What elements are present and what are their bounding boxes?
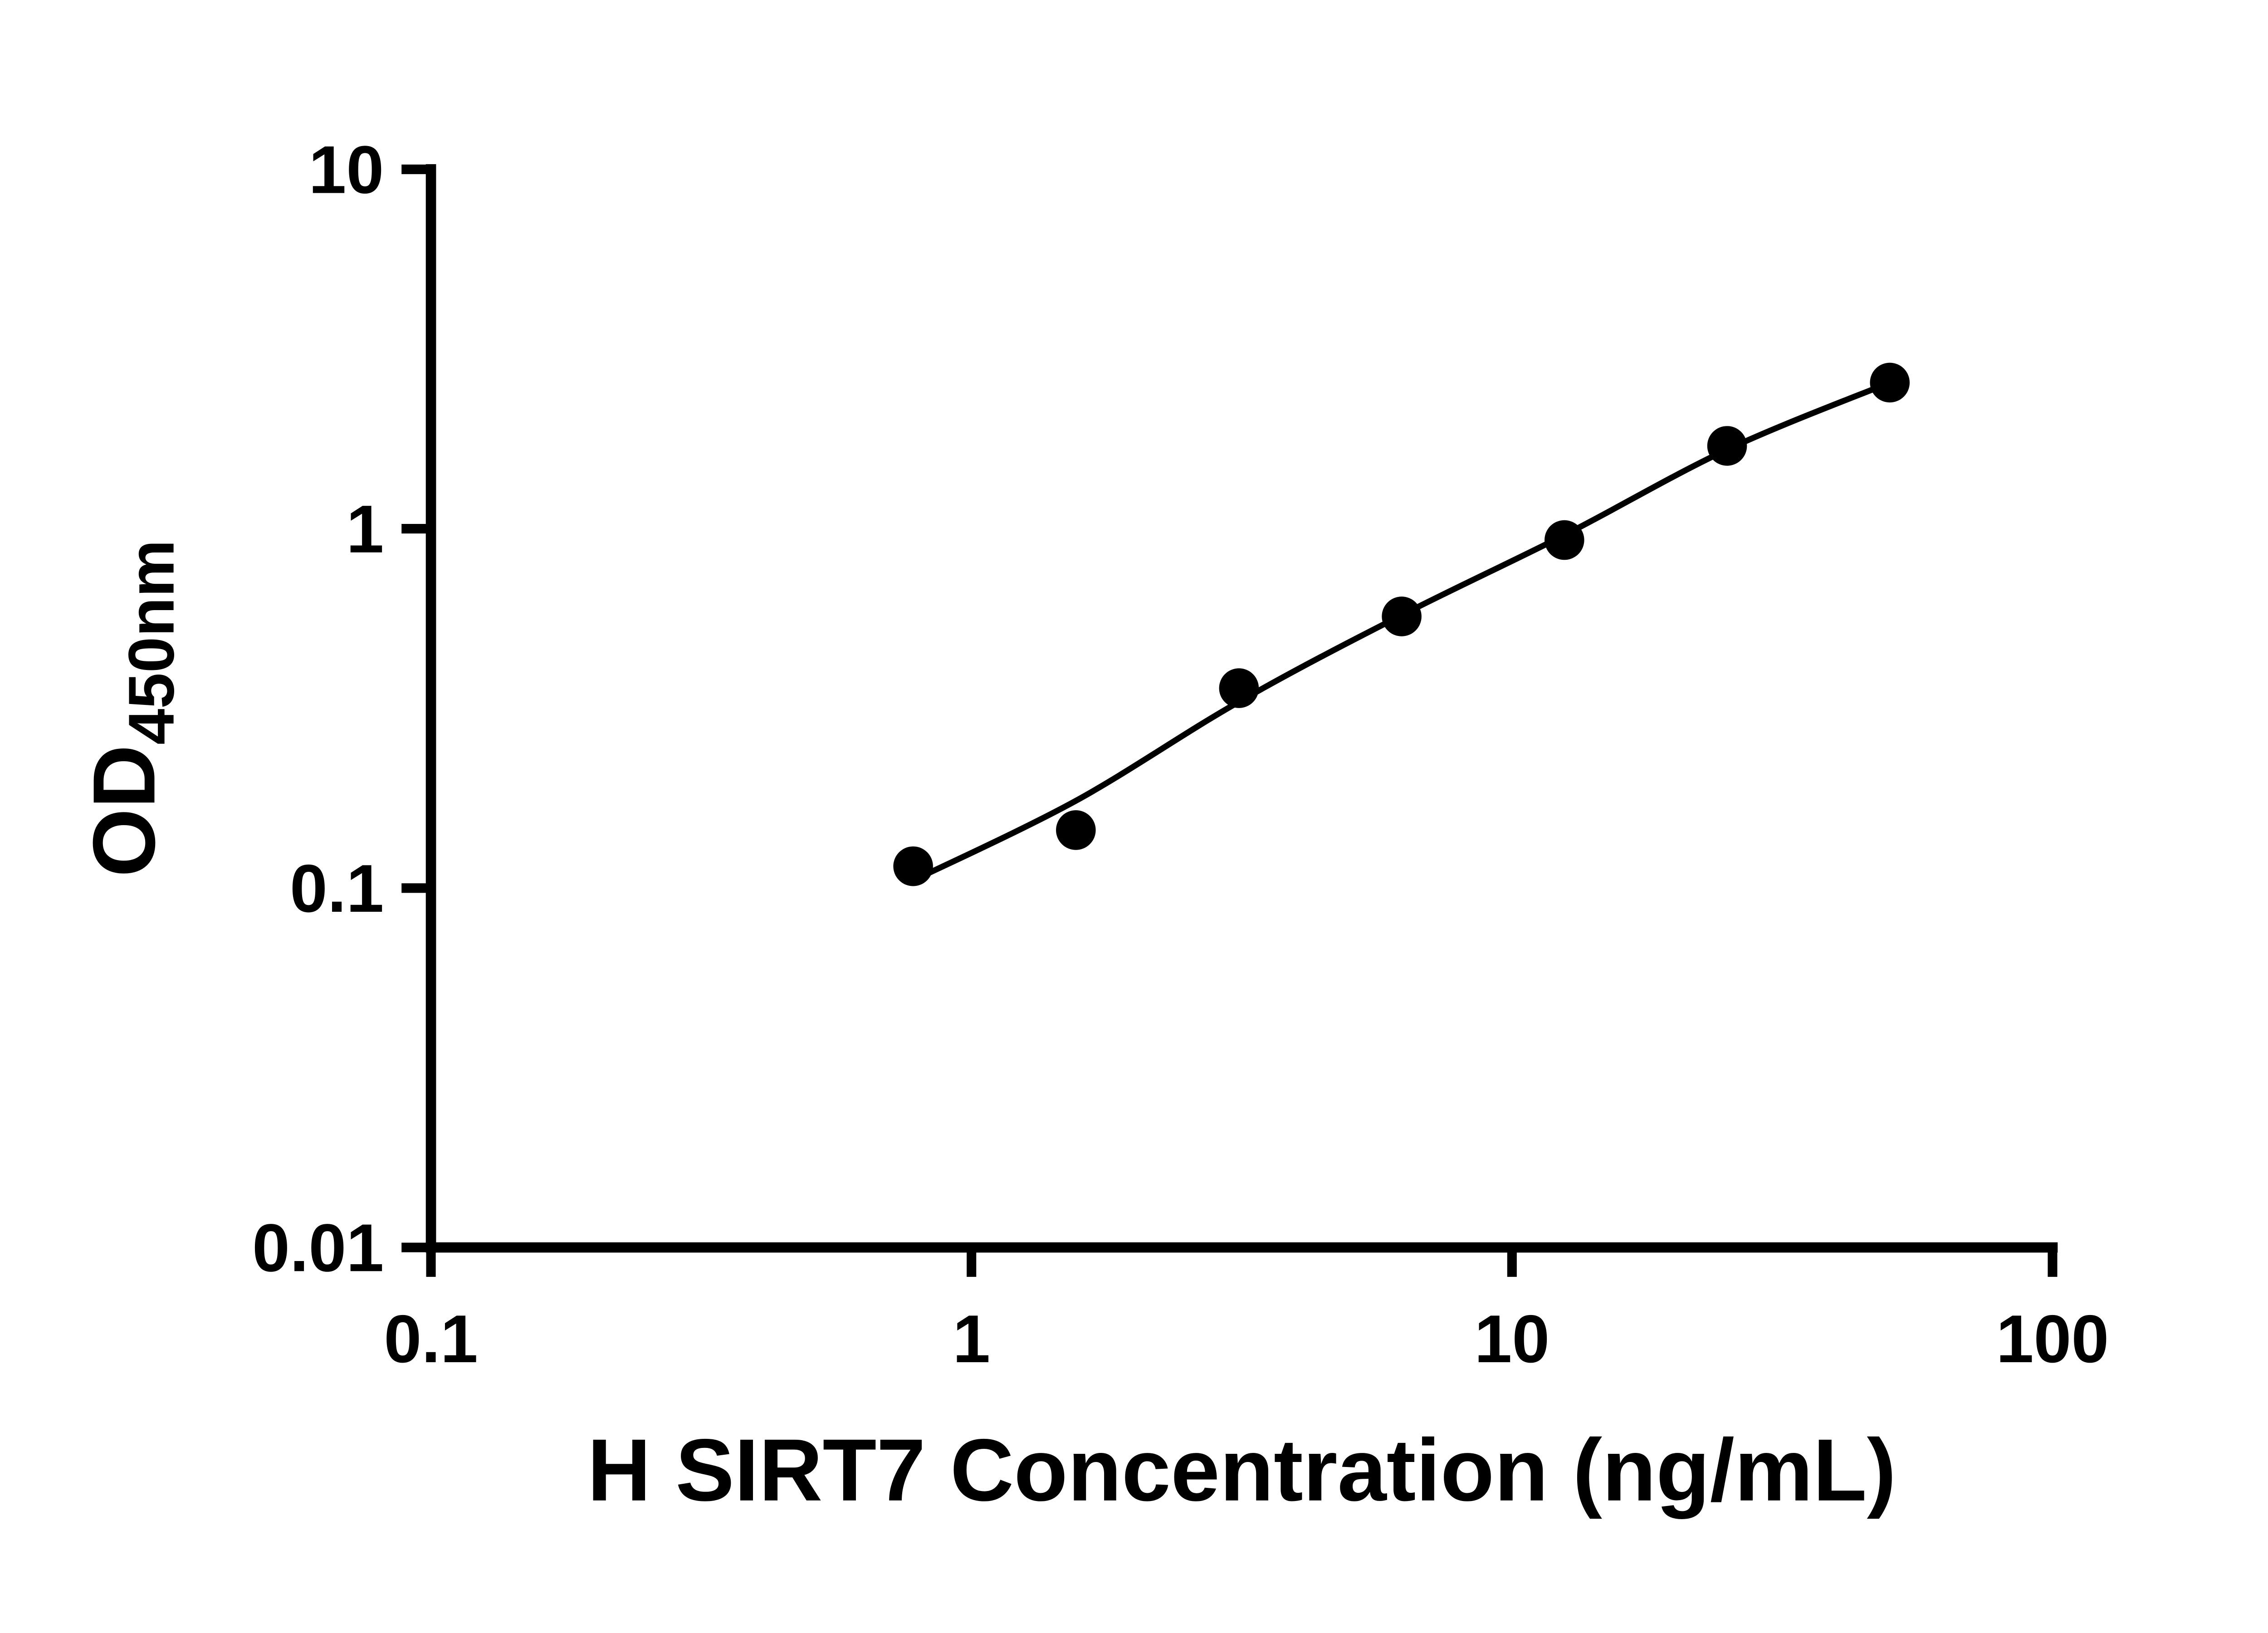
data-point (1219, 668, 1259, 708)
x-tick-label: 1 (953, 1301, 990, 1377)
x-axis-title: H SIRT7 Concentration (ng/mL) (587, 1421, 1897, 1520)
data-point (1056, 810, 1096, 850)
x-tick-label: 100 (1996, 1301, 2109, 1377)
data-point (893, 846, 933, 886)
x-tick-label: 10 (1474, 1301, 1549, 1377)
y-tick-label: 1 (346, 491, 384, 567)
y-axis-title: OD450nm (75, 540, 187, 877)
data-point (1382, 596, 1422, 636)
y-tick-label: 0.1 (290, 851, 384, 926)
y-tick-label: 0.01 (252, 1210, 384, 1286)
data-point (1545, 520, 1584, 560)
x-tick-label: 0.1 (384, 1301, 478, 1377)
data-point (1707, 426, 1747, 466)
y-tick-label: 10 (308, 132, 384, 207)
data-point (1870, 362, 1910, 403)
